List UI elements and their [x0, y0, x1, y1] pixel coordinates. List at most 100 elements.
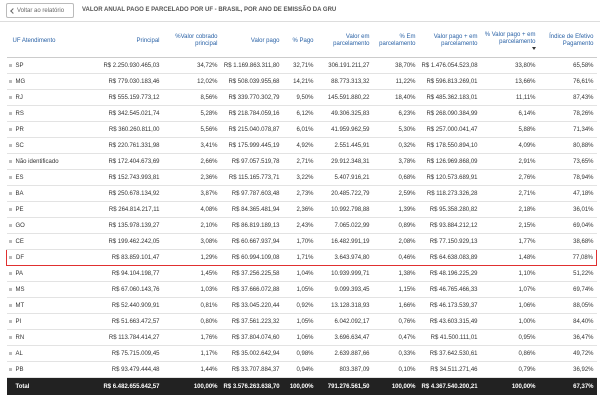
column-header[interactable]: Valor pago + em parcelamento	[418, 25, 481, 58]
cell: 14,21%	[282, 73, 317, 90]
cell: 0,33%	[372, 345, 419, 362]
table-row[interactable]: MS R$ 67.060.143,76 1,03% R$ 37.666.072,88 1…	[6, 281, 597, 298]
cell: R$ 83.859.101,47	[84, 249, 163, 266]
cell: 1,76%	[162, 329, 221, 346]
cell: R$ 120.573.689,91	[418, 169, 481, 186]
column-header[interactable]: % Pago	[282, 25, 317, 58]
cell: R$ 485.362.183,01	[418, 89, 481, 106]
table-row[interactable]: RS R$ 342.545.021,74 5,28% R$ 218.784.059,1…	[6, 105, 597, 122]
cell: 4,09%	[480, 137, 539, 154]
cell: 3,22%	[282, 169, 317, 186]
cell: R$ 84.365.481,94	[220, 201, 283, 218]
table-row[interactable]: PR R$ 360.260.811,00 5,56% R$ 215.040.078,8…	[6, 121, 597, 138]
cell: 71,34%	[538, 121, 597, 138]
cell: R$ 46.173.539,37	[418, 297, 481, 314]
table-row[interactable]: MT R$ 52.440.909,91 0,81% R$ 33.045.220,44 0…	[6, 297, 597, 314]
total-cell: 100,00%	[162, 377, 221, 395]
cell: R$ 126.969.868,09	[418, 153, 481, 170]
column-header[interactable]: Índice de Efetivo Pagamento	[538, 25, 597, 58]
column-header[interactable]: Valor pago	[220, 25, 283, 58]
table-row[interactable]: CE R$ 199.462.242,05 3,08% R$ 60.667.937,94…	[6, 233, 597, 250]
cell: 73,65%	[538, 153, 597, 170]
table-row[interactable]: ES R$ 152.743.993,81 2,36% R$ 115.165.773,7…	[6, 169, 597, 186]
table-row[interactable]: RN R$ 113.784.414,27 1,76% R$ 37.804.074,60…	[6, 329, 597, 346]
cell: 3,78%	[372, 153, 419, 170]
table-row[interactable]: BA R$ 250.678.134,92 3,87% R$ 97.787.603,48…	[6, 185, 597, 202]
cell: 1,03%	[162, 281, 221, 298]
table-row[interactable]: PB R$ 93.479.444,48 1,44% R$ 33.707.884,37 0…	[6, 361, 597, 378]
cell: 84,40%	[538, 313, 597, 330]
cell: 1,71%	[282, 249, 317, 266]
cell: 3.643.974,80	[316, 249, 373, 266]
cell: 4,92%	[282, 137, 317, 154]
cell: 1,77%	[480, 233, 539, 250]
row-label: ES	[6, 169, 85, 186]
cell: 8,56%	[162, 89, 221, 106]
table-row[interactable]: Não identificado R$ 172.404.673,69 2,66% R$…	[6, 153, 597, 170]
cell: 69,04%	[538, 217, 597, 234]
row-label: SP	[6, 57, 85, 74]
column-header[interactable]: UF Atendimento	[6, 25, 85, 58]
back-button[interactable]: Voltar ao relatório	[6, 3, 74, 18]
row-label: PE	[6, 201, 85, 218]
cell: 29.912.348,31	[316, 153, 373, 170]
total-row: Total R$ 6.482.655.642,57 100,00% R$ 3.576.…	[6, 377, 597, 395]
cell: 6,01%	[282, 121, 317, 138]
cell: R$ 342.545.021,74	[84, 105, 163, 122]
cell: R$ 135.978.139,27	[84, 217, 163, 234]
table-row[interactable]: MG R$ 779.030.183,46 12,02% R$ 508.039.955,…	[6, 73, 597, 90]
cell: 10.939.999,71	[316, 265, 373, 282]
cell: R$ 37.804.074,60	[220, 329, 283, 346]
table-row[interactable]: SC R$ 220.761.331,98 3,41% R$ 175.999.445,1…	[6, 137, 597, 154]
row-label: Não identificado	[6, 153, 85, 170]
table-row[interactable]: RJ R$ 555.159.773,12 8,56% R$ 339.770.302,7…	[6, 89, 597, 106]
cell: 0,95%	[480, 329, 539, 346]
table-row[interactable]: GO R$ 135.978.139,27 2,10% R$ 86.819.189,13…	[6, 217, 597, 234]
cell: 6,12%	[282, 105, 317, 122]
row-label: DF	[6, 249, 85, 266]
row-label: SC	[6, 137, 85, 154]
table-row[interactable]: PA R$ 94.104.198,77 1,45% R$ 37.256.225,58 1…	[6, 265, 597, 282]
column-header[interactable]: % Em parcelamento	[372, 25, 419, 58]
cell: 88.773.313,32	[316, 73, 373, 90]
cell: 1,06%	[282, 329, 317, 346]
total-cell: 67,37%	[538, 377, 597, 395]
cell: 36,92%	[538, 361, 597, 378]
row-label: MS	[6, 281, 85, 298]
table-row[interactable]: PI R$ 51.663.472,57 0,80% R$ 37.561.223,32 1…	[6, 313, 597, 330]
cell: R$ 215.040.078,87	[220, 121, 283, 138]
row-label: GO	[6, 217, 85, 234]
cell: 3.696.634,47	[316, 329, 373, 346]
top-bar: Voltar ao relatório VALOR ANUAL PAGO E P…	[0, 0, 600, 22]
cell: R$ 596.813.269,01	[418, 73, 481, 90]
table-row[interactable]: AL R$ 75.715.009,45 1,17% R$ 35.002.642,94 0…	[6, 345, 597, 362]
cell: R$ 93.884.212,12	[418, 217, 481, 234]
cell: 47,18%	[538, 185, 597, 202]
cell: 2,76%	[480, 169, 539, 186]
cell: 1,06%	[480, 297, 539, 314]
cell: R$ 37.256.225,58	[220, 265, 283, 282]
table-row[interactable]: DF R$ 83.859.101,47 1,29% R$ 60.994.109,08 1…	[6, 249, 597, 266]
cell: 16.482.991,19	[316, 233, 373, 250]
cell: 1,04%	[282, 265, 317, 282]
cell: R$ 257.000.041,47	[418, 121, 481, 138]
cell: 13.128.318,93	[316, 297, 373, 314]
column-header[interactable]: Principal	[84, 25, 163, 58]
cell: 0,86%	[480, 345, 539, 362]
table-row[interactable]: SP R$ 2.250.930.465,03 34,72% R$ 1.169.863.…	[6, 57, 597, 74]
cell: 2,71%	[480, 185, 539, 202]
cell: 1,00%	[480, 313, 539, 330]
cell: 1,38%	[372, 265, 419, 282]
column-header[interactable]: Valor em parcelamento	[316, 25, 373, 58]
cell: 1,15%	[372, 281, 419, 298]
cell: 3,08%	[162, 233, 221, 250]
cell: 2,08%	[372, 233, 419, 250]
total-cell: 100,00%	[372, 377, 419, 395]
table-row[interactable]: PE R$ 264.814.217,11 4,08% R$ 84.365.481,94…	[6, 201, 597, 218]
row-label: MT	[6, 297, 85, 314]
cell: 87,43%	[538, 89, 597, 106]
cell: R$ 218.784.059,16	[220, 105, 283, 122]
column-header[interactable]: % Valor pago + em parcelamento	[480, 25, 539, 58]
column-header[interactable]: %Valor cobrado principal	[162, 25, 221, 58]
